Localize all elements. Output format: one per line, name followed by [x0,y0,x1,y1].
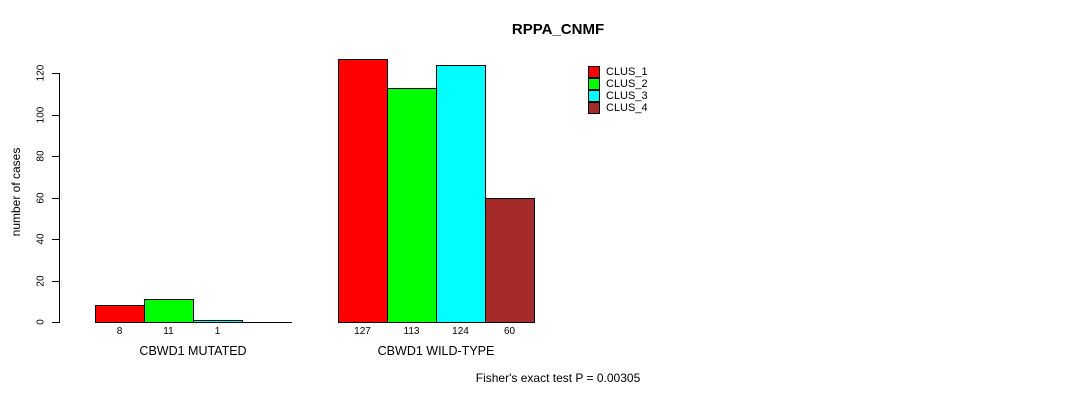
y-tick-label: 20 [35,275,47,287]
y-tick-mark [52,239,59,240]
y-tick-label: 60 [35,192,47,204]
legend-item: CLUS_2 [588,78,648,90]
legend-swatch-clus_3 [588,90,600,102]
y-tick-label: 120 [35,64,47,82]
legend-label: CLUS_4 [606,102,648,114]
bar-clus_2 [387,88,437,323]
bar-clus_1 [338,59,388,323]
legend-swatch-clus_2 [588,78,600,90]
legend: CLUS_1 CLUS_2 CLUS_3 CLUS_4 [588,66,648,114]
bar-value-label: 113 [403,326,420,337]
bar-value-label: 124 [452,326,469,337]
legend-item: CLUS_3 [588,90,648,102]
y-tick-label: 80 [35,150,47,162]
y-tick-mark [52,156,59,157]
legend-swatch-clus_1 [588,66,600,78]
legend-label: CLUS_3 [606,90,648,102]
group-label: CBWD1 MUTATED [139,344,247,358]
bar-value-label: 1 [214,326,221,337]
y-tick-mark [52,322,59,323]
bar-clus_1 [95,305,145,323]
bar-clus_3 [436,65,486,323]
fisher-test-annotation: Fisher's exact test P = 0.00305 [475,371,641,385]
legend-swatch-clus_4 [588,102,600,114]
bar-value-label: 60 [503,326,516,337]
bar-clus_4 [485,198,535,323]
legend-item: CLUS_4 [588,102,648,114]
y-tick-label: 100 [35,106,47,124]
bar-value-label: 11 [163,326,174,337]
bar-clus_3 [193,320,243,323]
legend-label: CLUS_2 [606,78,648,90]
chart-title: RPPA_CNMF [511,21,605,38]
legend-item: CLUS_1 [588,66,648,78]
y-tick-mark [52,115,59,116]
y-tick-mark [52,198,59,199]
y-axis-title: number of cases [9,147,23,237]
bar-value-label: 127 [354,326,371,337]
group-label: CBWD1 WILD-TYPE [377,344,495,358]
bar-clus_4-zero [242,322,292,323]
bar-clus_2 [144,299,194,323]
y-tick-label: 40 [35,233,47,245]
y-tick-mark [52,281,59,282]
bar-value-label: 8 [116,326,123,337]
y-tick-label: 0 [35,319,47,325]
legend-label: CLUS_1 [606,66,648,78]
y-axis-line [59,73,60,323]
y-tick-mark [52,73,59,74]
